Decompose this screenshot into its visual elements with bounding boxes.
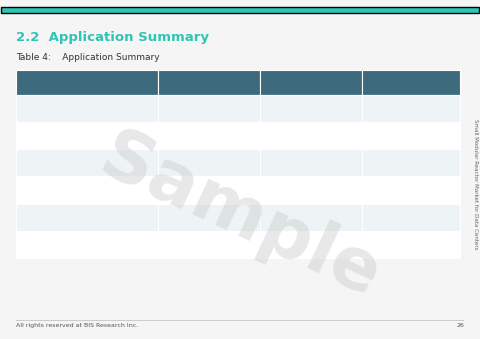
Text: XX: XX xyxy=(306,240,316,249)
Text: XX: XX xyxy=(406,131,416,140)
FancyBboxPatch shape xyxy=(158,204,260,231)
FancyBboxPatch shape xyxy=(260,231,362,258)
FancyBboxPatch shape xyxy=(260,176,362,204)
FancyBboxPatch shape xyxy=(260,149,362,176)
FancyBboxPatch shape xyxy=(16,231,158,258)
FancyBboxPatch shape xyxy=(16,176,158,204)
Text: XX: XX xyxy=(204,158,214,167)
Text: XX: XX xyxy=(406,185,416,195)
FancyBboxPatch shape xyxy=(16,69,158,95)
FancyBboxPatch shape xyxy=(362,204,459,231)
Text: Small Modular Reactor Market for Data Centers: Small Modular Reactor Market for Data Ce… xyxy=(473,119,478,250)
FancyBboxPatch shape xyxy=(16,95,158,122)
Text: Sample: Sample xyxy=(89,122,391,313)
FancyBboxPatch shape xyxy=(16,122,158,149)
FancyBboxPatch shape xyxy=(158,231,260,258)
FancyBboxPatch shape xyxy=(16,204,158,231)
Text: Table 4:    Application Summary: Table 4: Application Summary xyxy=(16,53,159,62)
Text: XX: XX xyxy=(306,213,316,222)
Text: Market Share in Asia-Pacific (2028): Market Share in Asia-Pacific (2028) xyxy=(22,213,174,222)
FancyBboxPatch shape xyxy=(362,231,459,258)
Text: XX: XX xyxy=(306,131,316,140)
Text: XX: XX xyxy=(204,185,214,195)
FancyBboxPatch shape xyxy=(362,69,459,95)
FancyBboxPatch shape xyxy=(362,122,459,149)
Text: 26: 26 xyxy=(456,323,464,328)
FancyBboxPatch shape xyxy=(16,320,464,321)
FancyBboxPatch shape xyxy=(260,204,362,231)
Text: Market Share in Rest-of-the-World (2028): Market Share in Rest-of-the-World (2028) xyxy=(22,240,201,249)
FancyBboxPatch shape xyxy=(362,149,459,176)
Text: Market Size in 2028 ($Million): Market Size in 2028 ($Million) xyxy=(22,104,151,113)
Text: Market Share in Europe (2028): Market Share in Europe (2028) xyxy=(22,185,155,195)
FancyBboxPatch shape xyxy=(260,122,362,149)
Text: Colocation Data Centers: Colocation Data Centers xyxy=(258,78,363,86)
Text: XX: XX xyxy=(204,104,214,113)
Text: XX: XX xyxy=(204,240,214,249)
FancyBboxPatch shape xyxy=(362,95,459,122)
Text: XX: XX xyxy=(406,158,416,167)
Text: Market Size in 2033 ($Million): Market Size in 2033 ($Million) xyxy=(22,131,151,140)
Text: XX: XX xyxy=(406,240,416,249)
Text: XX: XX xyxy=(204,131,214,140)
Text: XX: XX xyxy=(204,213,214,222)
FancyBboxPatch shape xyxy=(16,149,158,176)
FancyBboxPatch shape xyxy=(158,69,260,95)
Text: 2.2  Application Summary: 2.2 Application Summary xyxy=(16,31,209,44)
FancyBboxPatch shape xyxy=(260,95,362,122)
Text: Blockchain Facilities: Blockchain Facilities xyxy=(367,78,455,86)
FancyBboxPatch shape xyxy=(158,95,260,122)
Text: Particular: Particular xyxy=(65,78,108,86)
Text: All rights reserved at BIS Research Inc.: All rights reserved at BIS Research Inc. xyxy=(16,323,138,328)
Text: XX: XX xyxy=(306,104,316,113)
FancyBboxPatch shape xyxy=(362,176,459,204)
Text: Market Share in North America (2028): Market Share in North America (2028) xyxy=(22,158,186,167)
FancyBboxPatch shape xyxy=(158,149,260,176)
FancyBboxPatch shape xyxy=(260,69,362,95)
Text: XX: XX xyxy=(306,158,316,167)
Text: XX: XX xyxy=(306,185,316,195)
FancyBboxPatch shape xyxy=(158,122,260,149)
FancyBboxPatch shape xyxy=(1,7,479,13)
Text: XX: XX xyxy=(406,104,416,113)
Text: Hyperscale Data Centers: Hyperscale Data Centers xyxy=(155,78,263,86)
FancyBboxPatch shape xyxy=(158,176,260,204)
Text: XX: XX xyxy=(406,213,416,222)
